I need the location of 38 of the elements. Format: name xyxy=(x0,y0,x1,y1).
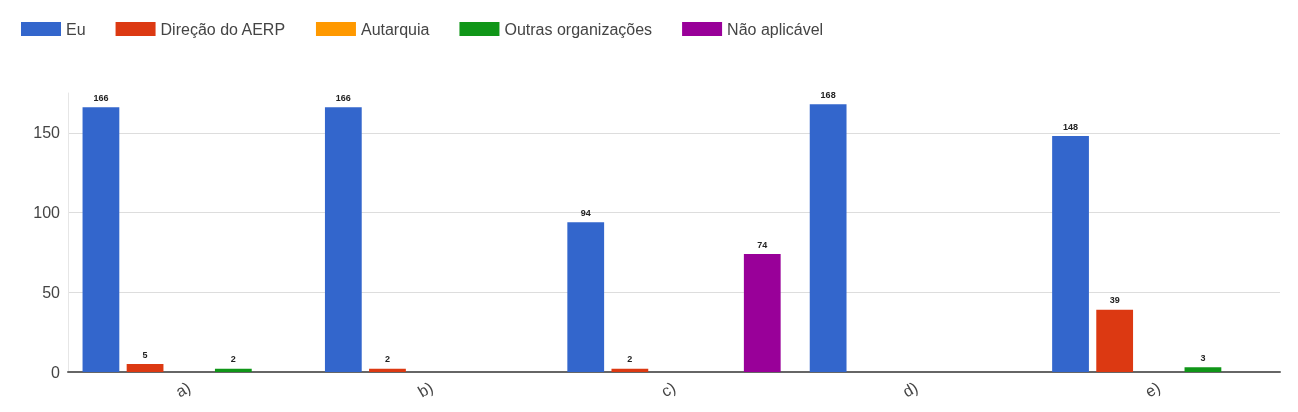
bar xyxy=(743,254,781,372)
data-label: 39 xyxy=(1109,295,1120,306)
legend-label: Autarquia xyxy=(360,20,430,38)
data-label: 2 xyxy=(230,354,236,365)
bar xyxy=(567,222,605,372)
bar xyxy=(214,368,252,372)
data-label: 168 xyxy=(820,89,836,100)
data-label: 5 xyxy=(142,349,148,360)
bar xyxy=(611,368,649,372)
x-tick-label: d) xyxy=(899,378,921,401)
bar xyxy=(809,104,847,372)
y-tick-label: 0 xyxy=(51,363,61,381)
x-tick-label: b) xyxy=(415,378,436,401)
data-label: 166 xyxy=(335,92,351,103)
bar xyxy=(126,364,164,372)
legend-label: Direção do AERP xyxy=(160,20,286,38)
data-label: 166 xyxy=(93,92,109,103)
data-label: 3 xyxy=(1200,352,1206,363)
legend-label: Eu xyxy=(66,20,86,38)
x-tick-label: e) xyxy=(1142,378,1164,401)
data-label: 2 xyxy=(627,354,633,365)
legend-label: Outras organizações xyxy=(504,20,653,38)
y-tick-label: 100 xyxy=(33,204,61,222)
x-tick-label: a) xyxy=(172,378,194,401)
bar xyxy=(324,107,362,372)
data-label: 74 xyxy=(757,239,768,250)
bar xyxy=(1052,136,1089,372)
bar xyxy=(82,107,120,372)
y-tick-label: 50 xyxy=(42,283,61,301)
bar xyxy=(1096,309,1134,372)
legend-label: Não aplicável xyxy=(727,20,824,38)
y-tick-label: 150 xyxy=(33,124,61,142)
x-tick-label: c) xyxy=(658,378,679,401)
bar xyxy=(1184,367,1222,372)
data-label: 2 xyxy=(384,354,390,365)
data-label: 94 xyxy=(580,207,591,218)
data-label: 148 xyxy=(1063,121,1079,132)
bar xyxy=(369,368,406,372)
